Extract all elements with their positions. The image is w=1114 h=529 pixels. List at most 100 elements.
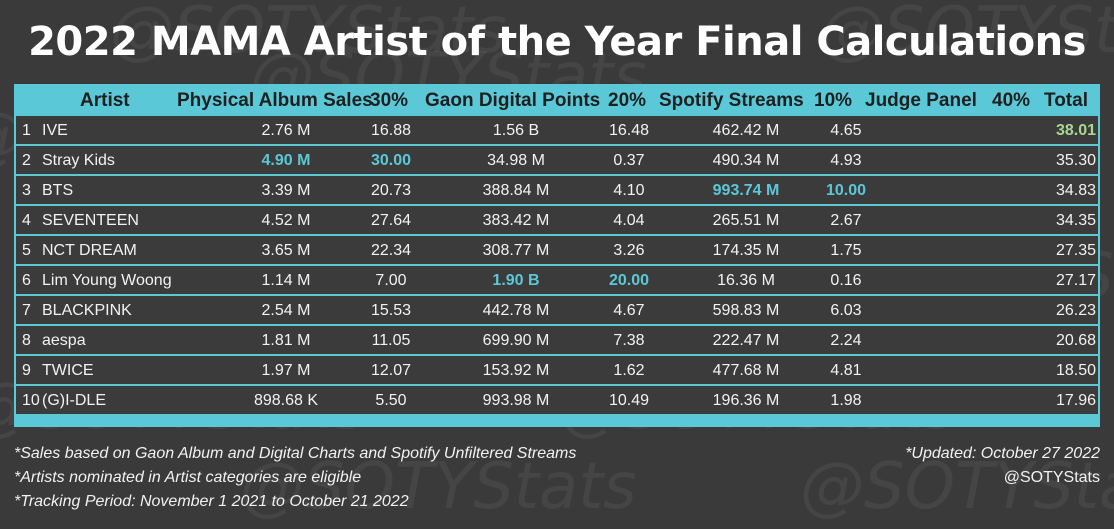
cell-album-sales: 2.76 M [261, 122, 311, 139]
cell-spotify-pct: 4.81 [830, 362, 862, 379]
header-album-pct: 30% [370, 90, 409, 111]
cell-spotify-streams: 174.35 M [712, 242, 780, 259]
cell-gaon-pct: 10.49 [608, 392, 650, 409]
page-title: 2022 MAMA Artist of the Year Final Calcu… [28, 19, 1086, 65]
cell-artist: TWICE [42, 362, 94, 379]
cell-judge-pct [991, 356, 1041, 384]
cell-judge-panel [876, 206, 986, 234]
cell-spotify-pct: 2.24 [830, 332, 862, 349]
cell-total: 20.68 [1055, 332, 1097, 349]
table-row: 2 Stray Kids 4.90 M 30.00 34.98 M 0.37 490.34 … [16, 146, 1098, 174]
cell-artist: Lim Young Woong [42, 272, 172, 289]
table-row: 6 Lim Young Woong 1.14 M 7.00 1.90 B 20.00 16.… [16, 266, 1098, 294]
cell-gaon-points: 388.84 M [482, 182, 550, 199]
cell-gaon-pct: 20.00 [608, 272, 650, 289]
cell-rank: 4 [22, 212, 31, 229]
table-row: 3 BTS 3.39 M 20.73 388.84 M 4.10 993.74 M 10.00… [16, 176, 1098, 204]
header-spotify-pct: 10% [814, 90, 853, 111]
cell-rank: 2 [22, 152, 31, 169]
cell-album-sales: 1.81 M [261, 332, 311, 349]
cell-spotify-pct: 10.00 [825, 182, 867, 199]
cell-judge-pct [991, 386, 1041, 414]
cell-spotify-pct: 4.65 [830, 122, 862, 139]
cell-total: 27.17 [1055, 272, 1097, 289]
cell-gaon-points: 153.92 M [482, 362, 550, 379]
cell-judge-panel [876, 176, 986, 204]
cell-spotify-streams: 477.68 M [712, 362, 780, 379]
header-spotify-streams: Spotify Streams [659, 90, 804, 111]
footnote: *Sales based on Gaon Album and Digital C… [14, 445, 577, 462]
cell-artist: (G)I-DLE [42, 392, 106, 409]
cell-gaon-pct: 4.10 [613, 182, 645, 199]
cell-judge-pct [991, 236, 1041, 264]
cell-judge-pct [991, 266, 1041, 294]
cell-spotify-streams: 598.83 M [712, 302, 780, 319]
cell-album-sales: 1.14 M [261, 272, 311, 289]
cell-gaon-pct: 3.26 [613, 242, 645, 259]
cell-spotify-pct: 0.16 [830, 272, 862, 289]
cell-gaon-points: 993.98 M [482, 392, 550, 409]
cell-spotify-streams: 265.51 M [712, 212, 780, 229]
table-header: Artist Physical Album Sales 30% Gaon Dig… [14, 84, 1100, 116]
cell-gaon-points: 34.98 M [487, 152, 545, 169]
cell-artist: SEVENTEEN [42, 212, 139, 229]
cell-total: 35.30 [1055, 152, 1097, 169]
cell-album-pct: 22.34 [370, 242, 412, 259]
cell-judge-pct [991, 326, 1041, 354]
cell-gaon-points: 1.56 B [492, 122, 540, 139]
header-judge-pct: 40% [992, 90, 1031, 111]
cell-spotify-streams: 490.34 M [712, 152, 780, 169]
cell-judge-pct [991, 116, 1041, 144]
cell-judge-panel [876, 326, 986, 354]
cell-artist: aespa [42, 332, 86, 349]
table-row: 1 IVE 2.76 M 16.88 1.56 B 16.48 462.42 M 4.65 38… [16, 116, 1098, 144]
cell-total: 18.50 [1055, 362, 1097, 379]
cell-rank: 1 [22, 122, 31, 139]
cell-judge-pct [991, 146, 1041, 174]
cell-album-sales: 4.52 M [261, 212, 311, 229]
cell-gaon-pct: 0.37 [613, 152, 645, 169]
cell-total: 26.23 [1055, 302, 1097, 319]
updated-date: *Updated: October 27 2022 [905, 445, 1100, 462]
cell-album-pct: 11.05 [371, 332, 411, 349]
credit-handle: @SOTYStats [1003, 469, 1100, 486]
cell-gaon-points: 699.90 M [482, 332, 550, 349]
cell-album-pct: 20.73 [370, 182, 412, 199]
cell-album-sales: 2.54 M [261, 302, 311, 319]
cell-spotify-streams: 993.74 M [712, 182, 780, 199]
cell-artist: BLACKPINK [42, 302, 132, 319]
cell-spotify-streams: 196.36 M [712, 392, 780, 409]
table-row: 10 (G)I-DLE 898.68 K 5.50 993.98 M 10.49 196.3… [16, 386, 1098, 414]
update-info: *Updated: October 27 2022 @SOTYStats [905, 442, 1100, 490]
header-artist: Artist [80, 90, 130, 111]
table-row: 9 TWICE 1.97 M 12.07 153.92 M 1.62 477.68 M 4.8… [16, 356, 1098, 384]
cell-judge-panel [876, 236, 986, 264]
header-album-sales: Physical Album Sales [177, 90, 373, 111]
cell-gaon-pct: 16.48 [608, 122, 650, 139]
cell-album-sales: 1.97 M [261, 362, 311, 379]
cell-total: 17.96 [1055, 392, 1097, 409]
cell-album-sales: 4.90 M [261, 152, 311, 169]
cell-total: 34.35 [1055, 212, 1097, 229]
cell-album-pct: 5.50 [375, 392, 407, 409]
header-gaon-points: Gaon Digital Points [425, 90, 601, 111]
cell-gaon-points: 383.42 M [482, 212, 550, 229]
cell-spotify-pct: 1.75 [830, 242, 862, 259]
cell-gaon-points: 1.90 B [492, 272, 540, 289]
table-row: 7 BLACKPINK 2.54 M 15.53 442.78 M 4.67 598.83 … [16, 296, 1098, 324]
cell-album-pct: 12.07 [370, 362, 412, 379]
cell-judge-panel [876, 146, 986, 174]
cell-album-pct: 15.53 [370, 302, 412, 319]
cell-judge-panel [876, 116, 986, 144]
cell-rank: 6 [22, 272, 31, 289]
cell-rank: 10 [22, 392, 40, 409]
cell-album-sales: 3.39 M [261, 182, 311, 199]
header-gaon-pct: 20% [608, 90, 647, 111]
cell-judge-panel [876, 296, 986, 324]
cell-judge-pct [991, 206, 1041, 234]
cell-spotify-streams: 222.47 M [712, 332, 780, 349]
cell-spotify-pct: 4.93 [830, 152, 862, 169]
calculations-table: Artist Physical Album Sales 30% Gaon Dig… [14, 84, 1100, 427]
footnote: *Tracking Period: November 1 2021 to Oct… [14, 493, 409, 510]
cell-judge-pct [991, 176, 1041, 204]
